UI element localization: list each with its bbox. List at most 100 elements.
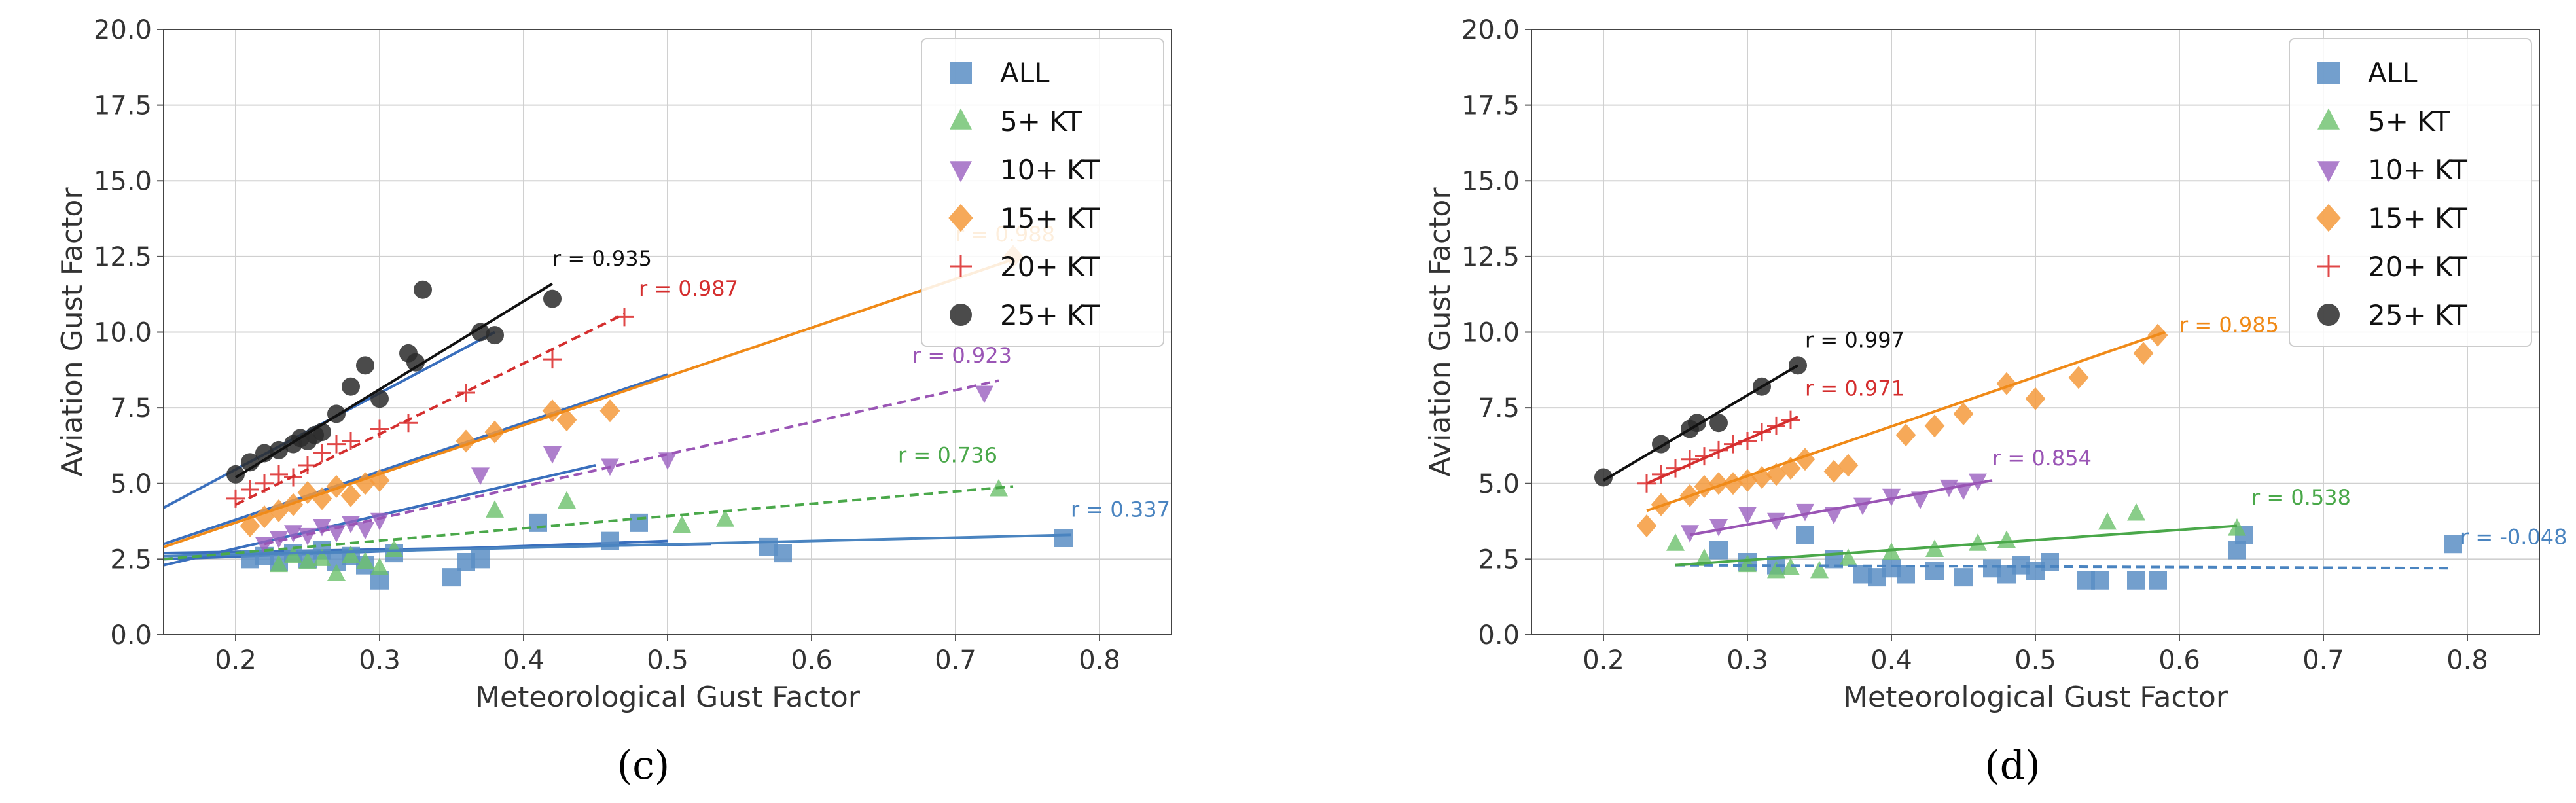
data-point-kt25 <box>356 356 374 375</box>
y-tick-label: 5.0 <box>1478 469 1520 499</box>
data-point-all <box>1709 541 1728 560</box>
data-point-kt15 <box>340 484 361 507</box>
data-point-kt10 <box>370 512 389 531</box>
y-tick-label: 12.5 <box>94 242 152 272</box>
data-point-kt5 <box>1666 533 1685 551</box>
fit-line-fit5 <box>1675 524 2238 567</box>
legend-marker-kt15 <box>948 204 973 232</box>
data-point-all <box>1054 529 1073 547</box>
data-point-kt10 <box>471 467 490 485</box>
data-point-kt15 <box>1723 472 1744 495</box>
y-tick-label: 0.0 <box>1478 620 1520 651</box>
r-label-fit10: r = 0.854 <box>1992 446 2092 471</box>
data-point-kt15 <box>599 399 620 423</box>
fit-line-fit20 <box>1646 416 1798 485</box>
data-point-kt10 <box>1796 503 1814 522</box>
data-point-kt25 <box>342 377 360 396</box>
legend-marker-all <box>2317 62 2340 84</box>
data-point-kt10 <box>284 525 302 543</box>
legend-marker-all <box>950 62 972 84</box>
data-point-kt15 <box>240 514 260 537</box>
data-point-kt5 <box>1738 554 1757 573</box>
data-point-kt5 <box>558 491 576 509</box>
data-point-kt10 <box>1709 519 1728 537</box>
data-point-kt25 <box>1709 414 1728 433</box>
data-point-kt25 <box>406 353 425 372</box>
legend-label-kt10: 10+ KT <box>2368 154 2467 186</box>
fit-line-fit25 <box>234 282 554 479</box>
data-point-all <box>471 550 490 569</box>
y-tick-label: 2.5 <box>1478 544 1520 575</box>
data-point-kt5 <box>327 563 346 581</box>
data-point-all <box>774 544 792 563</box>
x-tick-label: 0.3 <box>1726 645 1768 675</box>
x-tick-label: 0.8 <box>1079 645 1120 675</box>
data-point-kt20 <box>327 435 346 454</box>
legend <box>921 38 1164 347</box>
legend-marker-kt20 <box>950 255 972 277</box>
data-point-kt15 <box>1708 472 1729 495</box>
regression-line <box>163 373 668 546</box>
data-point-kt15 <box>2068 366 2089 389</box>
data-point-kt20 <box>241 480 259 499</box>
chart-panel-d: 0.2 0.3 0.4 0.5 0.6 0.7 0.8 0.0 2.5 5.0 7.5 10.0 12.… <box>1423 15 2567 714</box>
data-point-kt5 <box>342 545 360 563</box>
data-point-all <box>2091 571 2109 590</box>
y-tick-label: 10.0 <box>94 318 152 348</box>
data-point-kt15 <box>1895 423 1916 447</box>
panel-label-c: (c) <box>617 743 670 789</box>
legend-label-kt20: 20+ KT <box>1000 251 1100 283</box>
data-point-kt10 <box>975 385 993 404</box>
x-tick-label: 0.4 <box>1870 645 1912 675</box>
data-point-kt5 <box>1767 560 1785 579</box>
plot-frame <box>1531 29 2540 635</box>
legend-label-kt25: 25+ KT <box>2368 299 2467 331</box>
data-point-kt20 <box>457 384 475 402</box>
y-tick-label: 7.5 <box>1478 393 1520 423</box>
data-point-kt10 <box>658 452 677 470</box>
fit-line-fit5 <box>163 485 1014 561</box>
fit-line-fit25 <box>1602 364 1799 482</box>
data-point-kt15 <box>2025 387 2046 410</box>
r-label-fit10: r = 0.923 <box>912 343 1012 368</box>
y-tick-label: 7.5 <box>110 393 152 423</box>
data-point-kt25 <box>486 326 504 345</box>
y-axis-label: Aviation Gust Factor <box>1423 187 1457 477</box>
data-point-kt25 <box>543 289 562 308</box>
data-point-kt5 <box>385 539 403 557</box>
data-point-kt25 <box>414 280 432 299</box>
y-tick-label: 17.5 <box>94 91 152 121</box>
legend-marker-kt5 <box>950 108 972 130</box>
data-point-kt20 <box>270 465 288 484</box>
fit-line-fit10 <box>264 379 999 546</box>
r-label-fit5: r = 0.538 <box>2251 485 2351 510</box>
legend-label-kt25: 25+ KT <box>1000 299 1100 331</box>
r-label-fit20: r = 0.987 <box>639 276 738 301</box>
y-tick-label: 10.0 <box>1461 318 1520 348</box>
data-point-kt15 <box>283 493 304 516</box>
x-tick-label: 0.4 <box>503 645 545 675</box>
data-point-kt25 <box>370 389 389 408</box>
data-point-kt15 <box>1636 514 1657 537</box>
fit-line-fit10 <box>1689 479 1993 537</box>
data-point-kt10 <box>255 537 274 555</box>
data-point-kt5 <box>1839 548 1857 566</box>
data-point-kt15 <box>1953 402 1974 425</box>
panel-label-d: (d) <box>1984 743 2040 789</box>
data-point-kt5 <box>2098 512 2117 530</box>
data-point-kt10 <box>356 522 374 540</box>
fit-line-fit_all <box>1675 563 2454 570</box>
legend-marker-kt10 <box>950 161 972 183</box>
data-point-all <box>1925 562 1944 580</box>
x-tick-label: 0.2 <box>1583 645 1624 675</box>
legend-marker-kt20 <box>2317 255 2340 277</box>
legend-marker-kt25 <box>950 304 972 326</box>
legend-label-kt20: 20+ KT <box>2368 251 2467 283</box>
data-point-all <box>2444 535 2462 554</box>
y-tick-label: 17.5 <box>1461 91 1520 121</box>
data-point-all <box>1796 526 1814 544</box>
data-point-kt5 <box>298 551 317 569</box>
data-point-all <box>630 513 648 532</box>
data-point-all <box>1897 565 1915 584</box>
